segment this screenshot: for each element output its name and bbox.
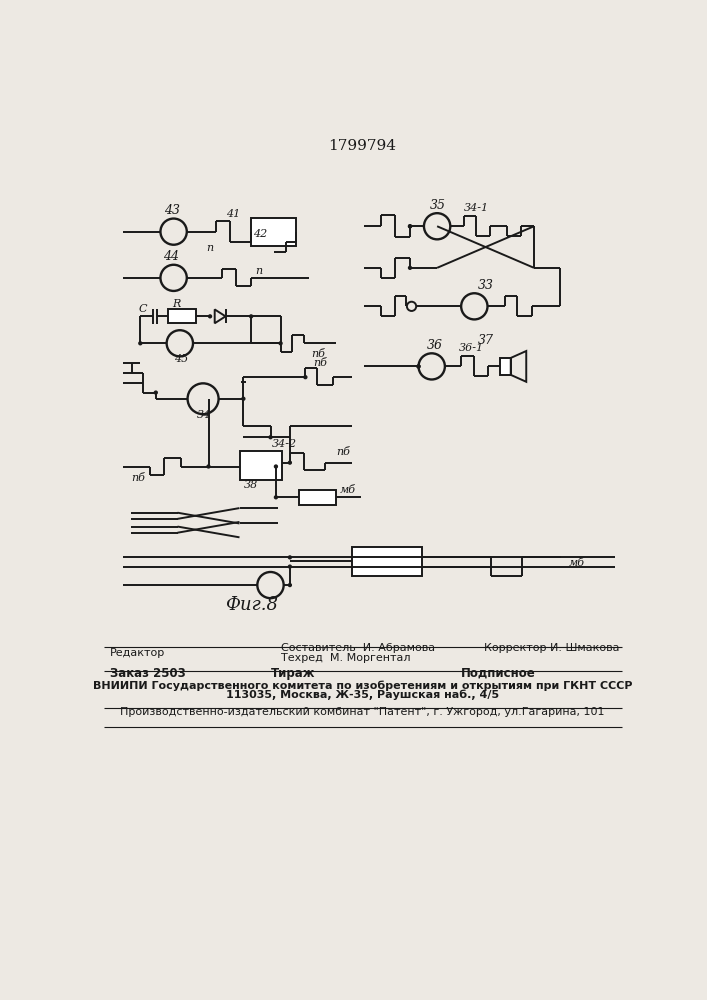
Circle shape <box>288 555 292 560</box>
Text: 41: 41 <box>226 209 240 219</box>
Text: 1799794: 1799794 <box>328 139 396 153</box>
Circle shape <box>303 375 308 379</box>
Text: 43: 43 <box>164 204 180 217</box>
Text: 113035, Москва, Ж-35, Раушская наб., 4/5: 113035, Москва, Ж-35, Раушская наб., 4/5 <box>226 689 499 700</box>
Circle shape <box>274 464 278 469</box>
Bar <box>240 451 282 480</box>
Text: C: C <box>139 304 147 314</box>
Text: 42: 42 <box>252 229 267 239</box>
Text: Производственно-издательский комбинат "Патент", г. Ужгород, ул.Гагарина, 101: Производственно-издательский комбинат "П… <box>120 707 605 717</box>
Text: R: R <box>172 299 180 309</box>
Circle shape <box>416 364 421 369</box>
Circle shape <box>279 341 283 345</box>
Circle shape <box>274 495 278 499</box>
Bar <box>299 490 337 505</box>
Bar <box>352 547 421 576</box>
Circle shape <box>288 564 292 569</box>
Text: 34-2: 34-2 <box>272 439 297 449</box>
Text: п: п <box>206 243 214 253</box>
Circle shape <box>208 314 212 319</box>
Circle shape <box>138 341 143 345</box>
Text: Тираж: Тираж <box>271 667 315 680</box>
Bar <box>500 358 510 375</box>
Text: Подписное: Подписное <box>460 667 535 680</box>
Text: 34: 34 <box>197 410 211 420</box>
Circle shape <box>288 583 292 587</box>
Text: мб: мб <box>569 558 585 568</box>
Circle shape <box>249 314 253 319</box>
Text: пб: пб <box>131 473 145 483</box>
Circle shape <box>241 397 245 401</box>
Text: 34-1: 34-1 <box>464 203 489 213</box>
Text: 35: 35 <box>429 199 445 212</box>
Circle shape <box>416 364 421 369</box>
Circle shape <box>153 390 158 395</box>
Text: Корректор И. Шмакова: Корректор И. Шмакова <box>484 643 619 653</box>
Circle shape <box>206 464 211 469</box>
Circle shape <box>408 224 412 228</box>
Text: 45: 45 <box>174 354 188 364</box>
Text: п: п <box>255 266 262 276</box>
Text: Фиг.8: Фиг.8 <box>225 596 278 614</box>
Text: пб: пб <box>337 447 350 457</box>
Text: 38: 38 <box>243 480 257 490</box>
Text: ВНИИПИ Государственного комитета по изобретениям и открытиям при ГКНТ СССР: ВНИИПИ Государственного комитета по изоб… <box>93 680 633 691</box>
Circle shape <box>269 435 273 439</box>
Text: 36: 36 <box>427 339 443 352</box>
Text: Редактор: Редактор <box>110 648 165 658</box>
Text: Техред  М. Моргентал: Техред М. Моргентал <box>281 653 410 663</box>
Text: 33: 33 <box>478 279 494 292</box>
Text: 36-1: 36-1 <box>459 343 484 353</box>
Text: Составитель  И. Абрамова: Составитель И. Абрамова <box>281 643 435 653</box>
Bar <box>168 309 196 323</box>
Circle shape <box>288 460 292 465</box>
Text: 44: 44 <box>163 250 179 263</box>
Text: 37: 37 <box>478 334 494 347</box>
Text: мб: мб <box>339 485 356 495</box>
Text: пб: пб <box>313 358 327 368</box>
Circle shape <box>408 224 412 228</box>
Circle shape <box>408 266 412 270</box>
Bar <box>251 218 296 246</box>
Text: пб: пб <box>312 349 325 359</box>
Text: Заказ 2503: Заказ 2503 <box>110 667 186 680</box>
